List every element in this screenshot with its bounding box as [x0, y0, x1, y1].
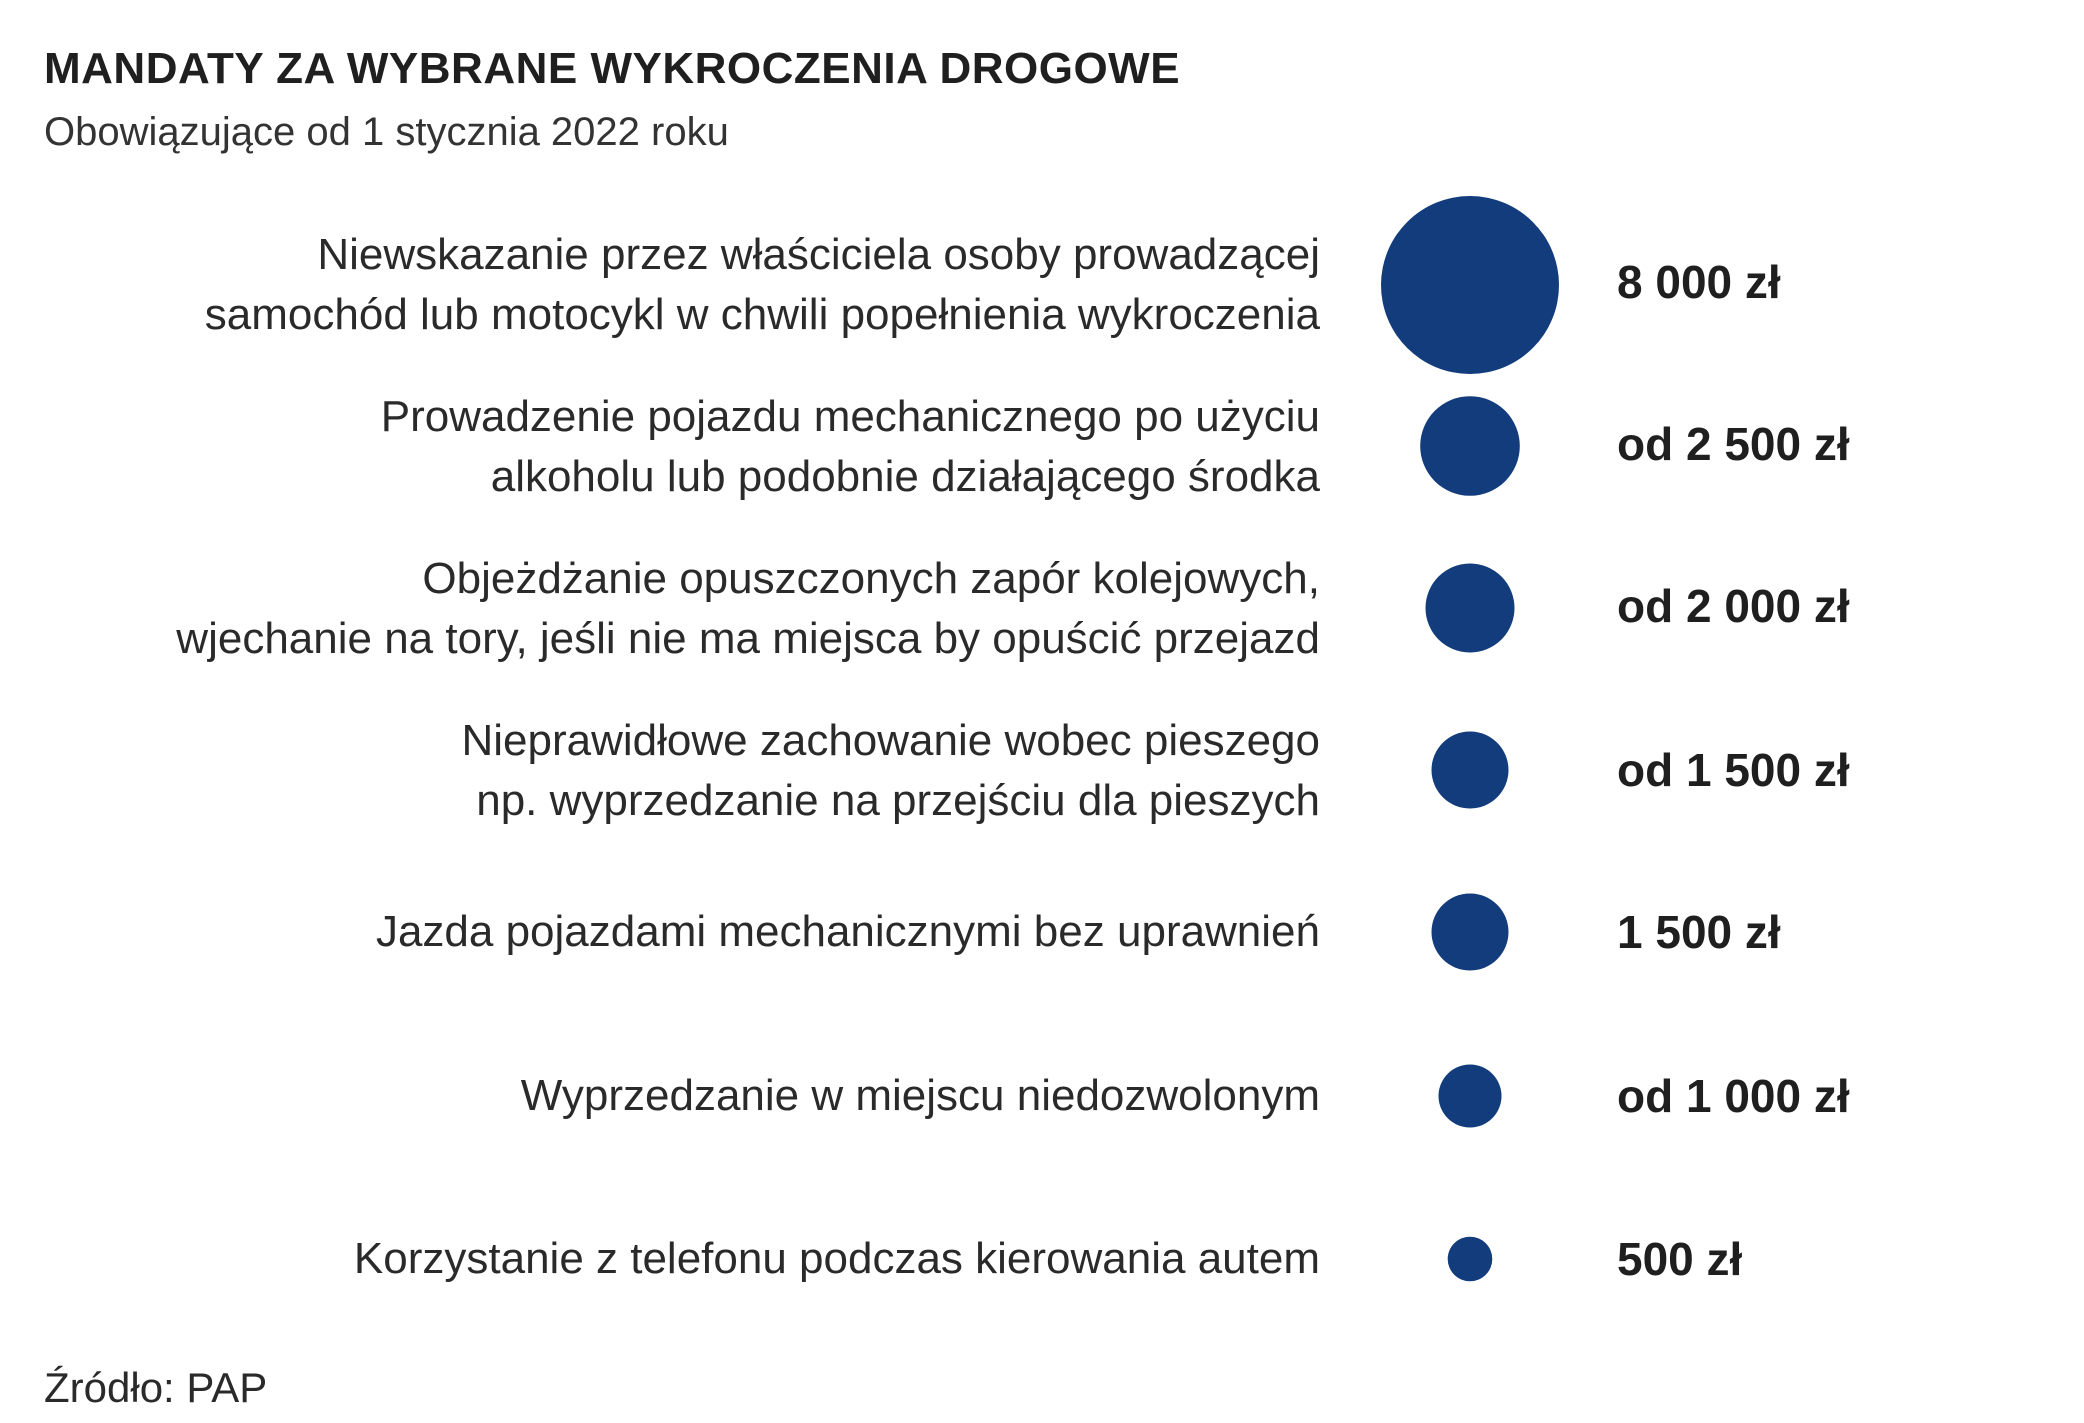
value-bubble	[1431, 731, 1509, 809]
category-label-line: np. wyprzedzanie na przejściu dla pieszy…	[476, 776, 1320, 825]
category-label-line: Prowadzenie pojazdu mechanicznego po uży…	[380, 392, 1320, 441]
category-label-line: Korzystanie z telefonu podczas kierowani…	[353, 1234, 1320, 1283]
value-label: od 2 000 zł	[1617, 580, 1850, 632]
value-label: od 1 500 zł	[1617, 744, 1850, 796]
category-label: Wyprzedzanie w miejscu niedozwolonym	[40, 1066, 1320, 1126]
value-label: 1 500 zł	[1617, 906, 1781, 958]
category-label-line: Nieprawidłowe zachowanie wobec pieszego	[461, 716, 1321, 765]
category-label: Prowadzenie pojazdu mechanicznego po uży…	[40, 387, 1320, 507]
value-bubble	[1438, 1064, 1502, 1128]
value-label: 8 000 zł	[1617, 256, 1781, 308]
category-label: Korzystanie z telefonu podczas kierowani…	[40, 1229, 1320, 1289]
category-label-line: samochód lub motocykl w chwili popełnien…	[204, 290, 1320, 339]
value-label: od 1 000 zł	[1617, 1070, 1850, 1122]
category-label: Niewskazanie przez właściciela osoby pro…	[40, 225, 1320, 345]
value-label: 500 zł	[1617, 1233, 1743, 1285]
category-label-line: Jazda pojazdami mechanicznymi bez uprawn…	[375, 907, 1320, 956]
value-bubble	[1420, 396, 1520, 496]
category-label-line: Wyprzedzanie w miejscu niedozwolonym	[520, 1071, 1320, 1120]
category-label-line: Objeżdżanie opuszczonych zapór kolejowyc…	[422, 554, 1320, 603]
value-label: od 2 500 zł	[1617, 418, 1850, 470]
category-label: Jazda pojazdami mechanicznymi bez uprawn…	[40, 902, 1320, 962]
value-bubble	[1447, 1236, 1493, 1282]
chart-subtitle: Obowiązujące od 1 stycznia 2022 roku	[44, 110, 729, 154]
category-label: Objeżdżanie opuszczonych zapór kolejowyc…	[40, 549, 1320, 669]
chart-title: MANDATY ZA WYBRANE WYKROCZENIA DROGOWE	[44, 44, 1181, 93]
value-bubble	[1381, 196, 1559, 374]
source-note: Źródło: PAP	[44, 1364, 268, 1411]
category-label: Nieprawidłowe zachowanie wobec pieszego …	[40, 711, 1321, 831]
category-label-line: Niewskazanie przez właściciela osoby pro…	[317, 230, 1320, 279]
category-label-line: alkoholu lub podobnie działającego środk…	[490, 452, 1320, 501]
value-bubble	[1425, 563, 1515, 653]
category-label-line: wjechanie na tory, jeśli nie ma miejsca …	[176, 614, 1320, 663]
value-bubble	[1431, 893, 1509, 971]
